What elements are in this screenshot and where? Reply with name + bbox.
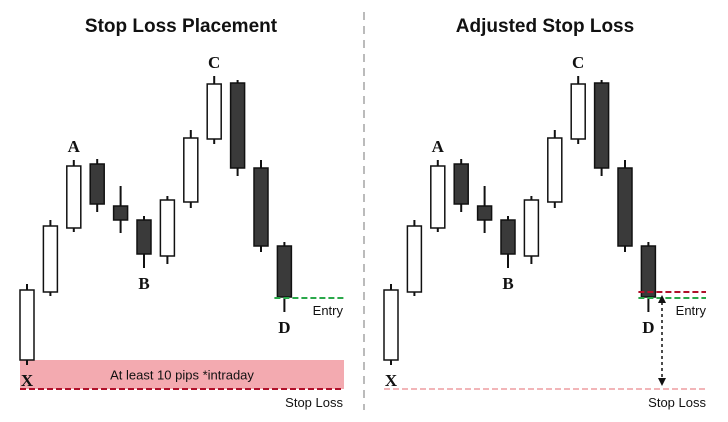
- candle: [19, 284, 35, 365]
- candles-group: [19, 76, 293, 365]
- candle: [406, 220, 423, 296]
- candle-body-bullish: [430, 165, 446, 229]
- candle-body-bullish: [42, 225, 59, 293]
- candle: [89, 159, 105, 212]
- candle: [253, 160, 269, 252]
- points-group: X A B C D: [385, 53, 655, 390]
- point-label: C: [208, 53, 220, 72]
- candle: [66, 160, 82, 232]
- candle: [383, 284, 399, 365]
- point-label: B: [138, 274, 149, 293]
- candle-body-bullish: [206, 83, 222, 140]
- candle: [547, 130, 563, 208]
- points-group: X A B C D: [21, 53, 291, 390]
- arrow-head-up-icon: [658, 295, 666, 303]
- candle-body-bullish: [183, 137, 199, 203]
- candle-body-bearish: [640, 245, 657, 298]
- stop-loss-label: Stop Loss: [285, 395, 343, 410]
- point-label: D: [642, 318, 654, 337]
- stop-loss-label: Stop Loss: [648, 395, 706, 410]
- panel-stop-loss-placement: X A B C D Stop Loss Placement At least 10 pi…: [19, 16, 344, 410]
- point-label: A: [432, 137, 445, 156]
- point-label: D: [278, 318, 290, 337]
- candle-body-bearish: [89, 163, 105, 205]
- candles-group: [383, 76, 657, 365]
- panel-adjusted-stop-loss: X A B C D Adjusted Stop Loss Entry Stop Loss: [383, 16, 707, 410]
- chart-title: Adjusted Stop Loss: [456, 16, 634, 37]
- candle-body-bullish: [159, 199, 176, 257]
- candle-body-bullish: [570, 83, 586, 140]
- candle: [206, 76, 222, 144]
- candle: [453, 159, 469, 212]
- candle: [500, 216, 516, 268]
- candle-body-bullish: [19, 289, 35, 361]
- candle-body-bullish: [547, 137, 563, 203]
- candle-body-bullish: [523, 199, 540, 257]
- candle-body-bearish: [476, 205, 493, 221]
- entry-label: Entry: [313, 303, 344, 318]
- zone-label: At least 10 pips *intraday: [110, 368, 254, 383]
- candle: [42, 220, 59, 296]
- candle-body-bearish: [593, 82, 610, 169]
- candle-body-bearish: [253, 167, 269, 247]
- candle-body-bearish: [617, 167, 633, 247]
- candle-body-bearish: [276, 245, 293, 298]
- candle: [523, 196, 540, 264]
- stop-zone: [20, 360, 344, 389]
- candle: [159, 196, 176, 264]
- candle-body-bearish: [500, 219, 516, 255]
- candle: [183, 130, 199, 208]
- point-label: B: [502, 274, 513, 293]
- entry-label: Entry: [676, 303, 707, 318]
- candle-body-bullish: [66, 165, 82, 229]
- candle: [430, 160, 446, 232]
- point-label: A: [68, 137, 81, 156]
- candle: [570, 76, 586, 144]
- candle-body-bullish: [383, 289, 399, 361]
- candle-body-bearish: [136, 219, 152, 255]
- point-label: C: [572, 53, 584, 72]
- candle-body-bearish: [112, 205, 129, 221]
- candle: [476, 186, 493, 233]
- candle: [112, 186, 129, 233]
- candle-body-bullish: [406, 225, 423, 293]
- candle: [640, 242, 657, 312]
- candle-body-bearish: [229, 82, 246, 169]
- candle: [136, 216, 152, 268]
- candle: [229, 80, 246, 176]
- candle: [617, 160, 633, 252]
- candle-body-bearish: [453, 163, 469, 205]
- arrow-head-down-icon: [658, 378, 666, 386]
- chart-title: Stop Loss Placement: [85, 16, 278, 37]
- candle: [593, 80, 610, 176]
- point-label: X: [21, 371, 34, 390]
- point-label: X: [385, 371, 398, 390]
- candle: [276, 242, 293, 312]
